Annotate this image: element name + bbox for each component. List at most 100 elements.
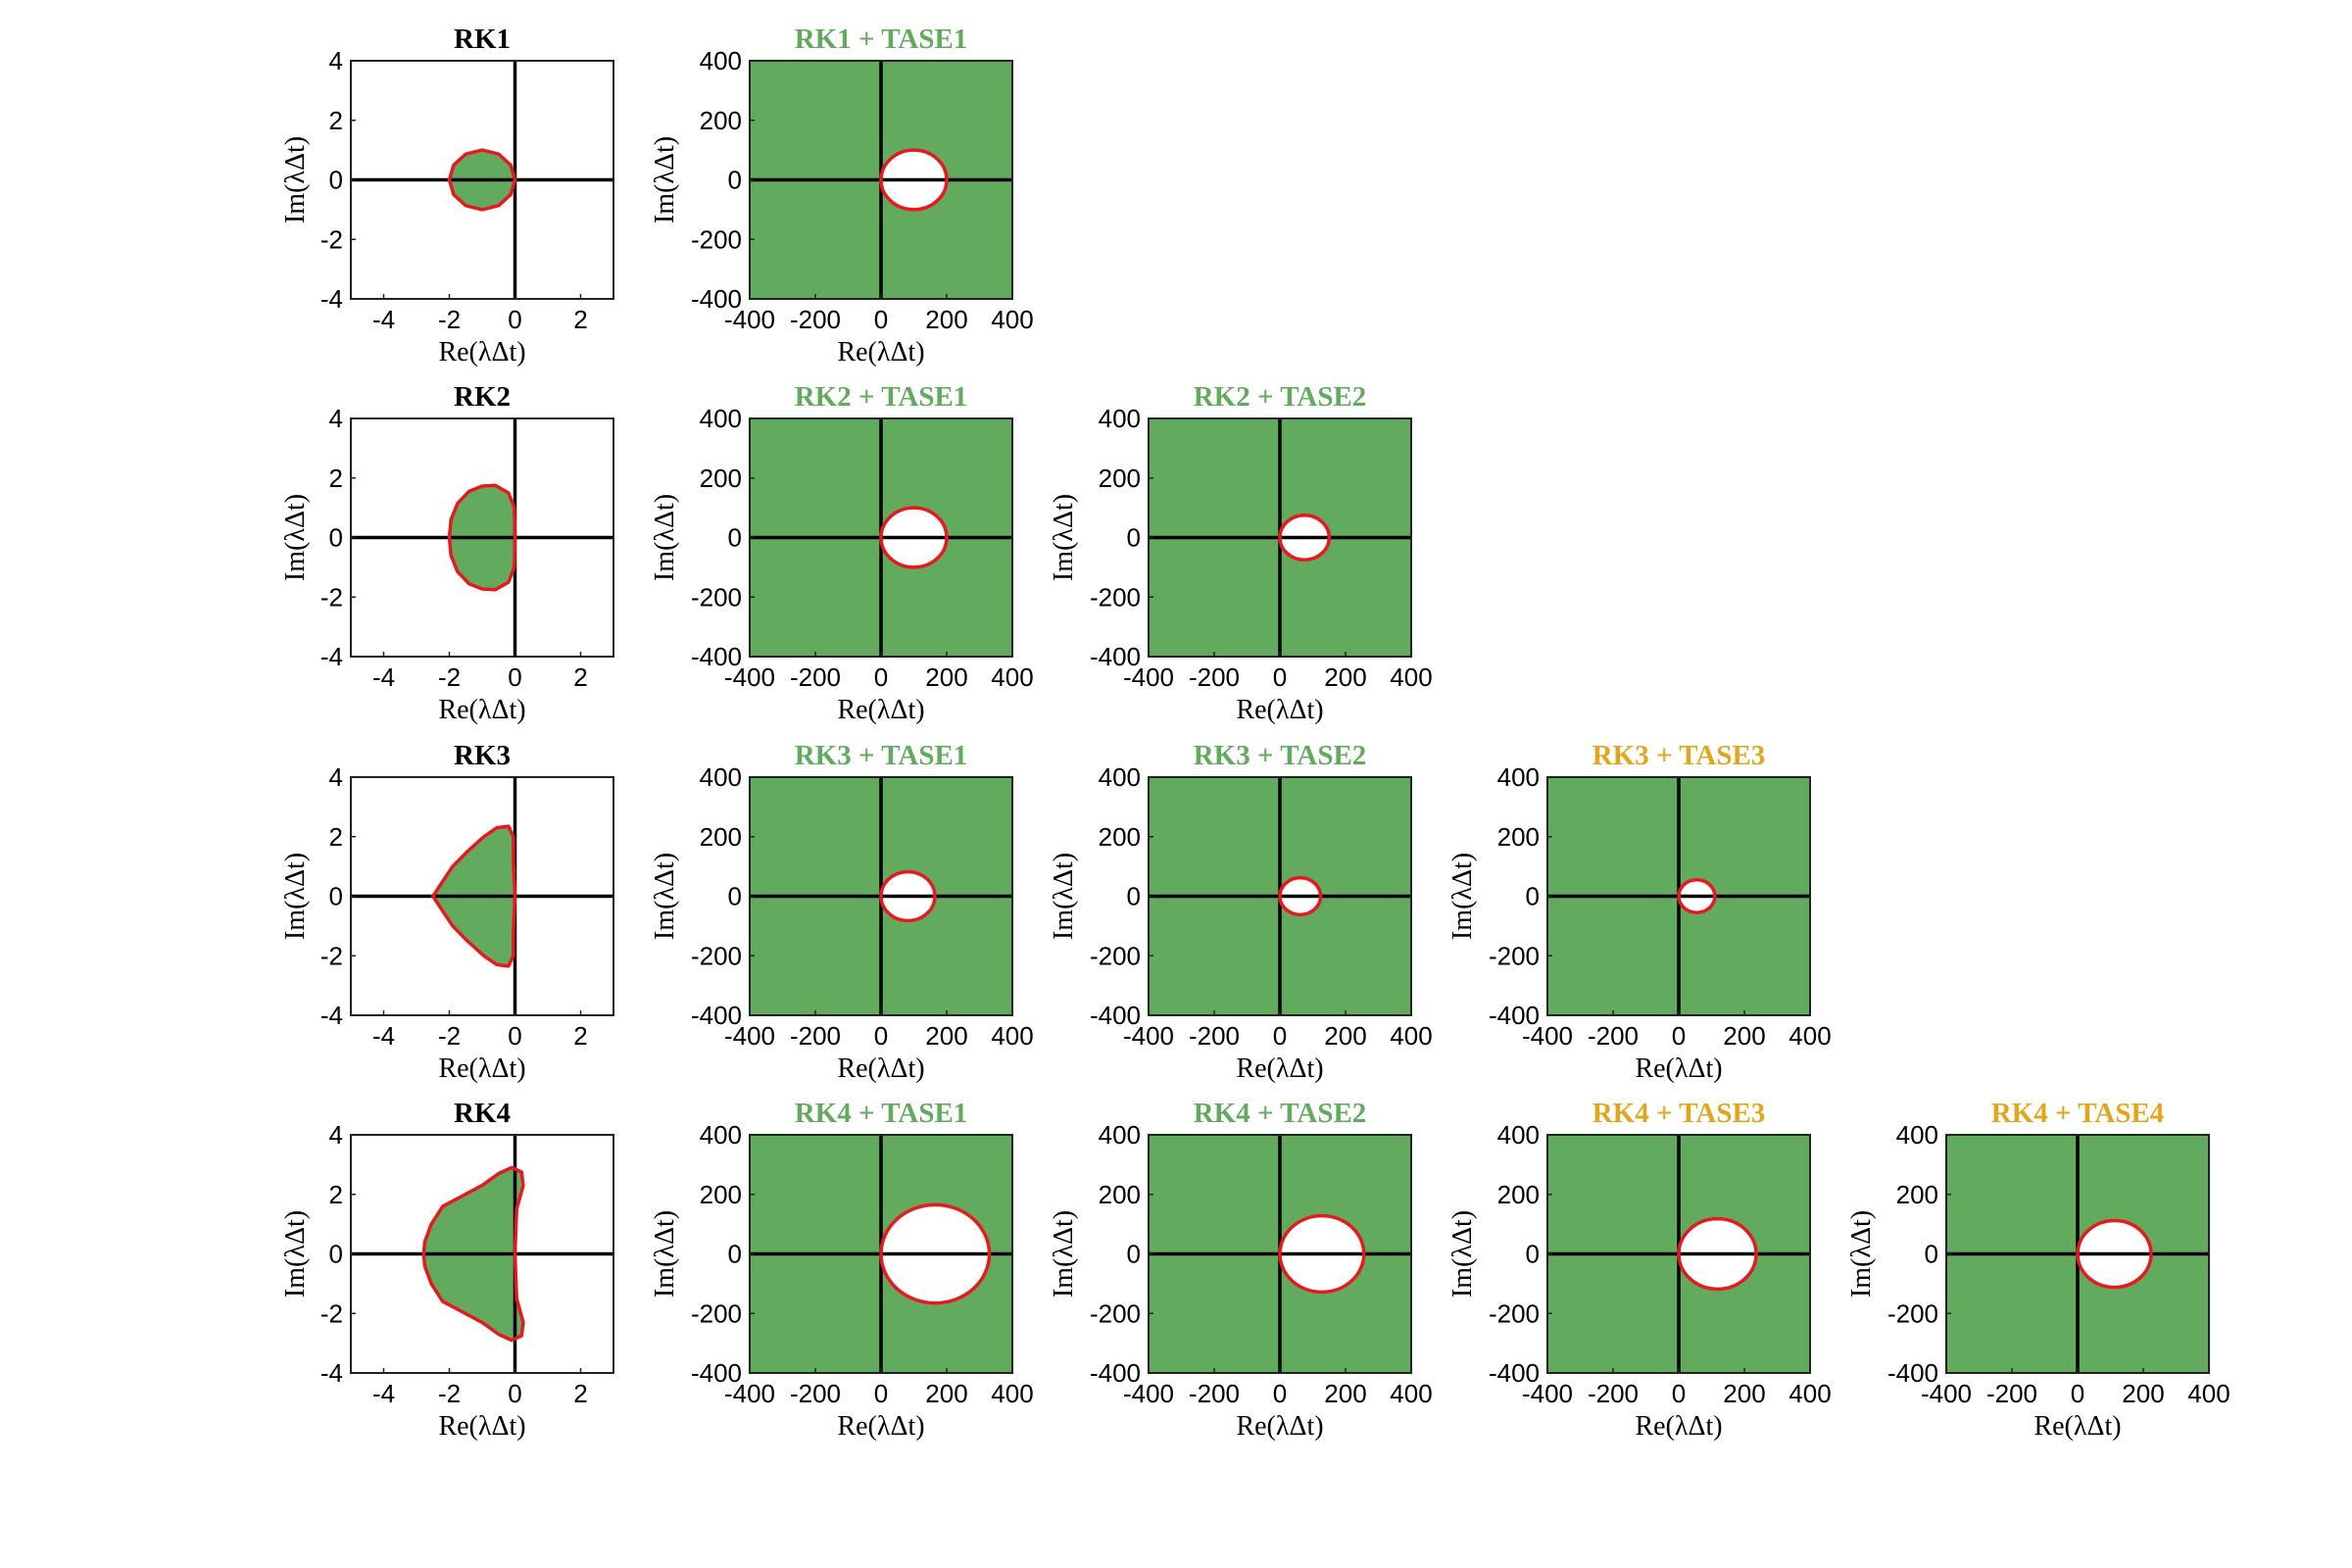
panel-title: RK4 <box>454 1098 511 1129</box>
y-tick-label: -200 <box>691 582 742 612</box>
y-tick-label: 0 <box>1925 1240 1938 1269</box>
x-axis-label: Re(λΔt) <box>1635 1411 1722 1442</box>
chart-panel: -4 -2 0 2 -4 -2 0 2 4 Re(λΔt) Im(λΔt) RK3 <box>280 740 614 1084</box>
stability-boundary <box>431 824 517 968</box>
y-tick-label: 400 <box>700 762 742 792</box>
x-tick-label: 0 <box>508 662 521 692</box>
x-tick-label: 0 <box>508 1021 521 1051</box>
x-tick-label: 400 <box>1390 662 1432 692</box>
y-tick-label: 200 <box>700 464 742 493</box>
y-tick-label: 0 <box>728 1240 742 1269</box>
y-axis-label: Im(λΔt) <box>280 853 311 940</box>
x-tick-label: 2 <box>573 1379 587 1408</box>
stability-boundary <box>2076 1218 2153 1290</box>
y-tick-label: -400 <box>1090 642 1141 671</box>
x-axis-label: Re(λΔt) <box>1236 1054 1323 1084</box>
y-tick-label: 0 <box>329 523 343 553</box>
stability-boundary <box>1278 875 1323 917</box>
x-tick-label: -400 <box>1123 1379 1174 1408</box>
panel-title: RK4 + TASE3 <box>1592 1098 1766 1129</box>
y-tick-label: 200 <box>1099 464 1141 493</box>
y-axis-label: Im(λΔt) <box>280 136 311 223</box>
y-axis-label: Im(λΔt) <box>650 1210 680 1298</box>
y-tick-label: -400 <box>1090 1001 1141 1030</box>
y-axis-label: Im(λΔt) <box>280 1210 311 1298</box>
x-tick-label: -200 <box>790 1379 841 1408</box>
x-tick-label: 200 <box>925 662 967 692</box>
y-tick-label: 0 <box>1127 882 1141 911</box>
x-tick-label: 400 <box>2187 1379 2230 1408</box>
y-tick-label: 2 <box>329 822 343 852</box>
chart-panel: -4 -2 0 2 -4 -2 0 2 4 Re(λΔt) Im(λΔt) RK2 <box>280 381 614 725</box>
y-tick-label: 200 <box>1896 1180 1938 1209</box>
y-tick-label: 200 <box>700 106 742 135</box>
y-tick-label: -400 <box>691 1358 742 1388</box>
x-axis-label: Re(λΔt) <box>837 695 924 725</box>
x-tick-label: 0 <box>1273 1379 1287 1408</box>
y-tick-label: -200 <box>1887 1298 1938 1328</box>
x-tick-label: -200 <box>1189 662 1240 692</box>
x-tick-label: -200 <box>1986 1379 2037 1408</box>
y-axis-label: Im(λΔt) <box>650 853 680 940</box>
panel-title: RK4 + TASE4 <box>1991 1098 2165 1129</box>
y-tick-label: -200 <box>691 224 742 254</box>
x-axis-label: Re(λΔt) <box>438 1411 525 1442</box>
y-tick-label: 400 <box>1497 1120 1540 1150</box>
x-tick-label: 200 <box>1324 1021 1366 1051</box>
y-tick-label: 0 <box>1127 1240 1141 1269</box>
y-tick-label: 400 <box>700 404 742 433</box>
x-tick-label: 0 <box>874 305 888 334</box>
y-axis-label: Im(λΔt) <box>1049 853 1079 940</box>
stability-boundary <box>879 148 949 212</box>
stability-boundary <box>879 1202 992 1305</box>
y-tick-label: 200 <box>1497 1180 1540 1209</box>
x-tick-label: -400 <box>1522 1379 1573 1408</box>
y-tick-label: 4 <box>329 404 343 433</box>
y-tick-label: 400 <box>1896 1120 1938 1150</box>
y-axis-label: Im(λΔt) <box>1049 494 1079 581</box>
y-tick-label: -2 <box>320 582 343 612</box>
y-tick-label: -400 <box>1887 1358 1938 1388</box>
x-tick-label: 200 <box>1723 1379 1765 1408</box>
y-tick-label: 4 <box>329 762 343 792</box>
chart-panel: -4 -2 0 2 -4 -2 0 2 4 Re(λΔt) Im(λΔt) RK1 <box>280 24 614 368</box>
y-tick-label: -200 <box>691 1298 742 1328</box>
y-tick-label: 400 <box>700 46 742 75</box>
x-axis-label: Re(λΔt) <box>438 337 525 368</box>
y-tick-label: -2 <box>320 224 343 254</box>
x-tick-label: 0 <box>874 662 888 692</box>
x-tick-label: 200 <box>1324 662 1366 692</box>
y-axis-label: Im(λΔt) <box>1846 1210 1877 1298</box>
x-tick-label: 0 <box>1273 1021 1287 1051</box>
y-tick-label: -200 <box>1489 1298 1540 1328</box>
y-tick-label: -2 <box>320 941 343 970</box>
stability-boundary <box>879 869 937 923</box>
x-tick-label: 200 <box>2122 1379 2164 1408</box>
y-tick-label: 0 <box>728 523 742 553</box>
panel-title: RK4 + TASE1 <box>795 1098 968 1129</box>
chart-panel: -400 -200 0 200 400 -400 -200 0 200 400 Re(λΔt) Im(… <box>650 381 1034 725</box>
y-tick-label: -200 <box>691 941 742 970</box>
x-tick-label: 2 <box>573 305 587 334</box>
panel-title: RK2 <box>454 381 511 413</box>
y-tick-label: 0 <box>329 1240 343 1269</box>
x-tick-label: -200 <box>790 1021 841 1051</box>
x-tick-label: 2 <box>573 662 587 692</box>
x-tick-label: -200 <box>1588 1379 1639 1408</box>
x-tick-label: -400 <box>1123 662 1174 692</box>
x-axis-label: Re(λΔt) <box>438 1054 525 1084</box>
x-tick-label: 200 <box>1324 1379 1366 1408</box>
x-tick-label: -400 <box>724 662 775 692</box>
panel-title: RK2 + TASE2 <box>1194 381 1367 413</box>
x-tick-label: -4 <box>372 662 395 692</box>
x-axis-label: Re(λΔt) <box>837 1054 924 1084</box>
x-axis-label: Re(λΔt) <box>1236 695 1323 725</box>
y-tick-label: -200 <box>1090 1298 1141 1328</box>
y-tick-label: 200 <box>700 1180 742 1209</box>
x-tick-label: 0 <box>1672 1379 1686 1408</box>
x-tick-label: 0 <box>2071 1379 2084 1408</box>
y-tick-label: -400 <box>691 1001 742 1030</box>
y-tick-label: 0 <box>1127 523 1141 553</box>
x-axis-label: Re(λΔt) <box>2034 1411 2121 1442</box>
y-tick-label: 4 <box>329 1120 343 1150</box>
